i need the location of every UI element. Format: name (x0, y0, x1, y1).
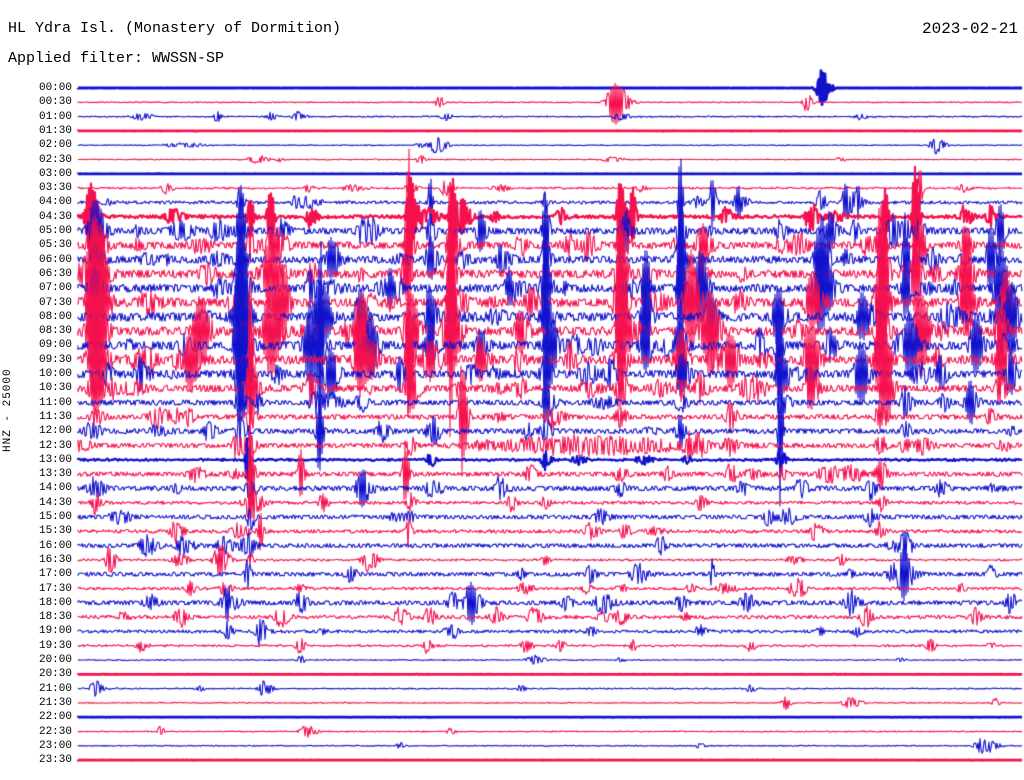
seismogram-traces-canvas (0, 0, 1024, 780)
helicorder-page: HL Ydra Isl. (Monastery of Dormition) 20… (0, 0, 1024, 780)
